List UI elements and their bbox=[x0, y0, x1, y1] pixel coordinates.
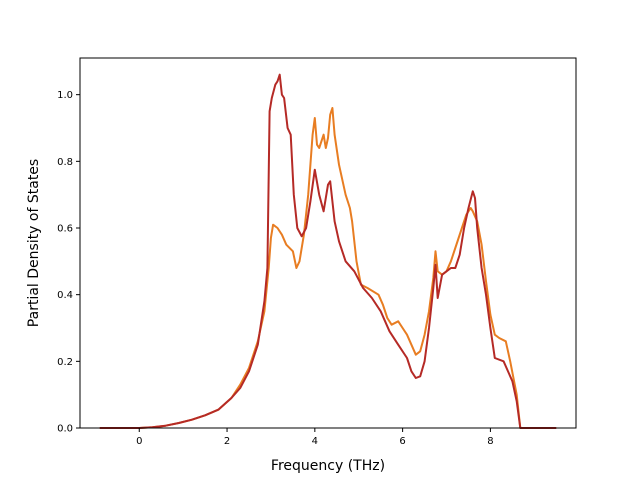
series-line-2 bbox=[99, 73, 557, 429]
y-tick-label: 0.8 bbox=[57, 157, 73, 168]
y-axis-label: Partial Density of States bbox=[26, 159, 42, 327]
x-tick-label: 8 bbox=[487, 436, 493, 447]
x-tick-label: 6 bbox=[399, 436, 405, 447]
y-tick-label: 0.6 bbox=[57, 224, 73, 235]
x-axis-ticks: 0 2 4 6 8 bbox=[136, 428, 494, 447]
y-tick-label: 0.2 bbox=[57, 357, 73, 368]
x-tick-label: 2 bbox=[224, 436, 230, 447]
x-tick-label: 4 bbox=[312, 436, 318, 447]
x-axis-label: Frequency (THz) bbox=[271, 458, 385, 474]
series-lines bbox=[99, 73, 557, 429]
plot-frame bbox=[79, 57, 577, 429]
y-axis-ticks: 0.0 0.2 0.4 0.6 0.8 1.0 bbox=[57, 90, 80, 435]
y-tick-label: 0.0 bbox=[57, 424, 73, 435]
y-tick-label: 1.0 bbox=[57, 90, 73, 101]
x-tick-label: 0 bbox=[136, 436, 142, 447]
y-tick-label: 0.4 bbox=[57, 290, 73, 301]
series-line-1 bbox=[99, 107, 557, 429]
